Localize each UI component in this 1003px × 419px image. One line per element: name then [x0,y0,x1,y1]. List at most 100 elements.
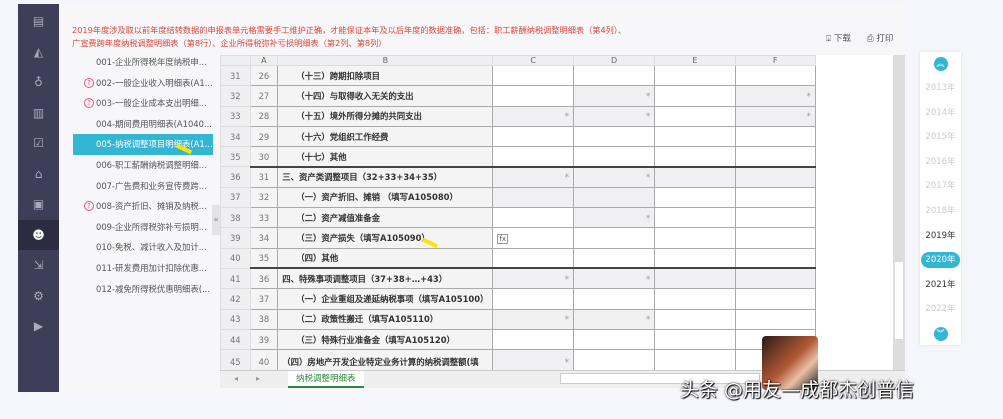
cell-F[interactable] [734,125,816,148]
year-item[interactable]: 2019年 [925,230,956,241]
year-item[interactable]: 2018年 [925,205,956,216]
cell-A[interactable]: 28 [249,105,279,127]
cell-B[interactable]: （十五）境外所得分摊的共同支出 [277,105,494,127]
cell-A[interactable]: 26 [249,64,279,87]
column-header[interactable]: A [249,55,279,66]
cell-A[interactable]: 29 [249,125,279,148]
cell-F[interactable]: * [734,85,816,107]
column-header[interactable]: F [734,55,816,66]
cell-A[interactable]: 36 [249,267,279,290]
year-item[interactable]: 2016年 [925,156,956,167]
cell-B[interactable]: （一）企业重组及递延纳税事项（填写A105100） [277,288,494,310]
row-number[interactable]: 45 [220,349,251,370]
cell-E[interactable] [654,349,736,370]
print-button[interactable]: ⎙ 打印 [866,34,894,44]
vertical-scrollbar[interactable] [893,55,905,370]
cell-A[interactable]: 32 [249,186,279,209]
sidebar-item-chart[interactable]: ◭ [18,37,59,68]
cell-B[interactable]: （三）资产损失（填写A105090） [277,227,494,249]
cell-D[interactable] [572,146,656,168]
cell-F[interactable] [734,247,816,269]
cell-B[interactable]: （三）特殊行业准备金（填写A105120） [277,328,494,351]
cell-F[interactable] [734,146,816,168]
row-number[interactable]: 31 [220,64,251,87]
cell-E[interactable] [654,85,736,107]
year-item[interactable]: 2020年 [920,248,961,273]
cell-D[interactable]: * [572,267,656,290]
row-number[interactable]: 44 [220,328,251,351]
cell-C[interactable] [492,64,574,87]
cell-E[interactable] [654,125,736,148]
cell-F[interactable] [734,186,816,209]
cell-A[interactable]: 40 [249,349,279,370]
cell-C[interactable] [492,146,574,168]
cell-D[interactable]: * [572,308,656,330]
tree-item[interactable]: 004-期间费用明细表(A1040... [96,118,212,129]
row-number[interactable]: 40 [220,247,251,269]
cell-F[interactable] [734,267,816,290]
cell-D[interactable]: * [572,105,656,127]
tree-item[interactable]: 012-减免所得税优惠明细表(... [96,283,211,294]
sidebar-item-settings[interactable]: ⚙ [18,281,59,312]
year-item[interactable]: 2017年 [925,181,956,192]
row-number[interactable]: 39 [220,227,251,249]
sidebar-item-export[interactable]: ⇲ [18,250,59,281]
row-number[interactable]: 32 [220,85,251,107]
row-number[interactable]: 33 [220,105,251,127]
cell-E[interactable] [654,64,736,87]
cell-D[interactable] [572,186,656,209]
cell-A[interactable]: 27 [249,85,279,107]
cell-E[interactable] [654,267,736,290]
cell-C[interactable] [492,288,574,310]
tree-item[interactable]: 007-广告费和业务宣传费跨... [96,180,207,191]
cell-D[interactable] [572,64,656,87]
cell-F[interactable] [734,227,816,249]
row-number[interactable]: 43 [220,308,251,330]
sidebar-item-building[interactable]: ▥ [18,98,59,129]
cell-D[interactable] [572,288,656,310]
cell-A[interactable]: 38 [249,308,279,330]
cell-C[interactable]: * [492,308,574,330]
year-item[interactable]: 2022年 [925,304,956,315]
cell-C[interactable]: * [492,349,574,370]
tree-item[interactable]: 011-研发费用加计扣除优惠... [96,262,207,273]
cell-F[interactable] [734,207,816,229]
cell-A[interactable]: 31 [249,165,279,188]
sidebar-item-money-bag[interactable]: ♁ [18,67,59,98]
cell-A[interactable]: 34 [249,227,279,249]
cell-B[interactable]: （四）房地产开发企业特定业务计算的纳税调整额(填 [277,349,494,370]
cell-C[interactable]: fx [492,227,574,249]
year-up-button[interactable]: ︽ [933,57,948,71]
tree-item[interactable]: ? 002-一般企业收入明细表(A1... [60,73,213,94]
cell-E[interactable] [654,207,736,229]
tree-item[interactable]: 010-免税、减计收入及加计... [96,242,207,253]
sidebar-item-monitor[interactable]: ▣ [18,189,59,220]
cell-B[interactable]: （四）其他 [277,247,494,269]
horizontal-scrollbar[interactable] [560,373,760,384]
cell-D[interactable]: * [572,165,656,188]
cell-D[interactable] [572,328,656,351]
cell-B[interactable]: （二）政策性搬迁（填写A105110） [277,308,494,330]
tree-item[interactable]: 009-企业所得税弥补亏损明... [96,221,207,232]
tree-item[interactable]: ? 008-资产折旧、摊销及纳税... [60,196,213,217]
cell-A[interactable]: 39 [249,328,279,351]
cell-E[interactable] [654,146,736,168]
cell-B[interactable]: 三、资产类调整项目（32+33+34+35） [277,165,494,188]
sidebar-item-report[interactable]: ▤ [18,6,59,37]
cell-B[interactable]: （十六）党组织工作经费 [277,125,494,148]
cell-C[interactable] [492,186,574,209]
cell-F[interactable]: * [734,105,816,127]
year-item[interactable]: 2013年 [925,83,956,93]
cell-E[interactable] [654,165,736,188]
cell-E[interactable] [654,247,736,269]
tree-item[interactable]: ? 003-一般企业成本支出明细... [60,93,213,114]
year-item[interactable]: 2014年 [925,107,956,118]
column-header[interactable]: E [654,55,736,66]
cell-E[interactable] [654,308,736,330]
cell-F[interactable] [734,165,816,188]
row-number[interactable]: 37 [220,186,251,209]
sidebar-item-hand-coin[interactable]: ☻ [18,219,59,250]
cell-F[interactable] [734,308,816,330]
cell-B[interactable]: （十四）与取得收入无关的支出 [277,85,494,107]
scroll-thumb[interactable] [895,262,903,339]
